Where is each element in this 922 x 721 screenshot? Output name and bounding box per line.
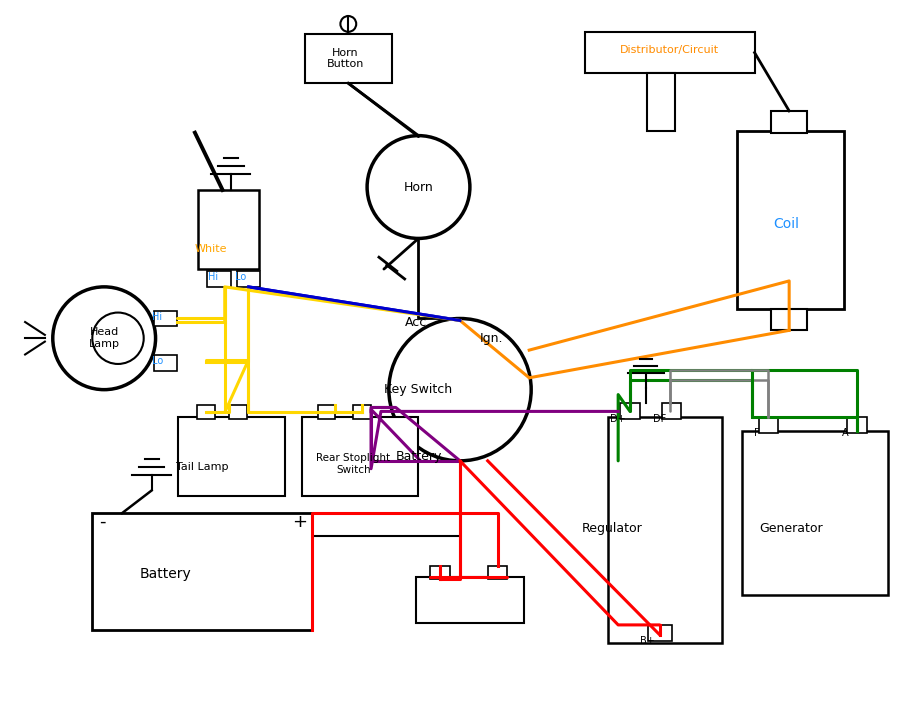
Bar: [353, 405, 371, 420]
Bar: [772, 111, 807, 133]
Text: Distributor/Circuit: Distributor/Circuit: [620, 45, 719, 55]
Text: Hi: Hi: [207, 272, 218, 282]
Bar: [609, 417, 722, 642]
Text: Tail Lamp: Tail Lamp: [176, 461, 229, 472]
Text: Head
Lamp: Head Lamp: [89, 327, 120, 349]
Bar: [318, 405, 336, 420]
Bar: [621, 404, 640, 420]
Bar: [92, 513, 312, 630]
Text: DF: DF: [653, 415, 667, 425]
Bar: [237, 271, 260, 287]
Text: Battery: Battery: [139, 567, 192, 580]
Bar: [759, 417, 778, 433]
Text: D+: D+: [610, 415, 626, 425]
Bar: [207, 271, 230, 287]
Bar: [305, 34, 392, 83]
Bar: [647, 74, 675, 131]
Text: Lo: Lo: [152, 356, 163, 366]
Text: Hi: Hi: [152, 311, 162, 322]
Bar: [178, 417, 285, 497]
Text: Coil: Coil: [774, 216, 799, 231]
Bar: [416, 578, 525, 623]
Bar: [662, 404, 681, 420]
Text: Lo: Lo: [235, 272, 246, 282]
Bar: [431, 565, 450, 580]
Text: Battery: Battery: [396, 451, 442, 464]
Text: Horn: Horn: [404, 180, 433, 193]
Bar: [737, 131, 844, 309]
Bar: [488, 565, 507, 580]
Text: +: +: [292, 513, 307, 531]
Bar: [772, 309, 807, 330]
Text: -: -: [99, 513, 105, 531]
Text: Generator: Generator: [760, 521, 823, 534]
Text: Key Switch: Key Switch: [384, 383, 453, 396]
Text: B+: B+: [641, 636, 656, 646]
Bar: [741, 431, 888, 596]
Text: Rear Stoplight
Switch: Rear Stoplight Switch: [316, 453, 390, 474]
Text: Acc.: Acc.: [406, 316, 431, 329]
Text: Regulator: Regulator: [582, 521, 643, 534]
Bar: [229, 405, 246, 420]
Text: A: A: [842, 428, 849, 438]
Text: White: White: [195, 244, 227, 255]
Bar: [154, 311, 177, 327]
Text: F: F: [753, 428, 760, 438]
Bar: [197, 405, 215, 420]
Bar: [154, 355, 177, 371]
Bar: [198, 190, 259, 269]
Bar: [585, 32, 754, 74]
Text: Ign.: Ign.: [479, 332, 503, 345]
Text: Horn
Button: Horn Button: [326, 48, 364, 69]
Bar: [847, 417, 868, 433]
Bar: [301, 417, 419, 497]
Bar: [648, 625, 671, 641]
